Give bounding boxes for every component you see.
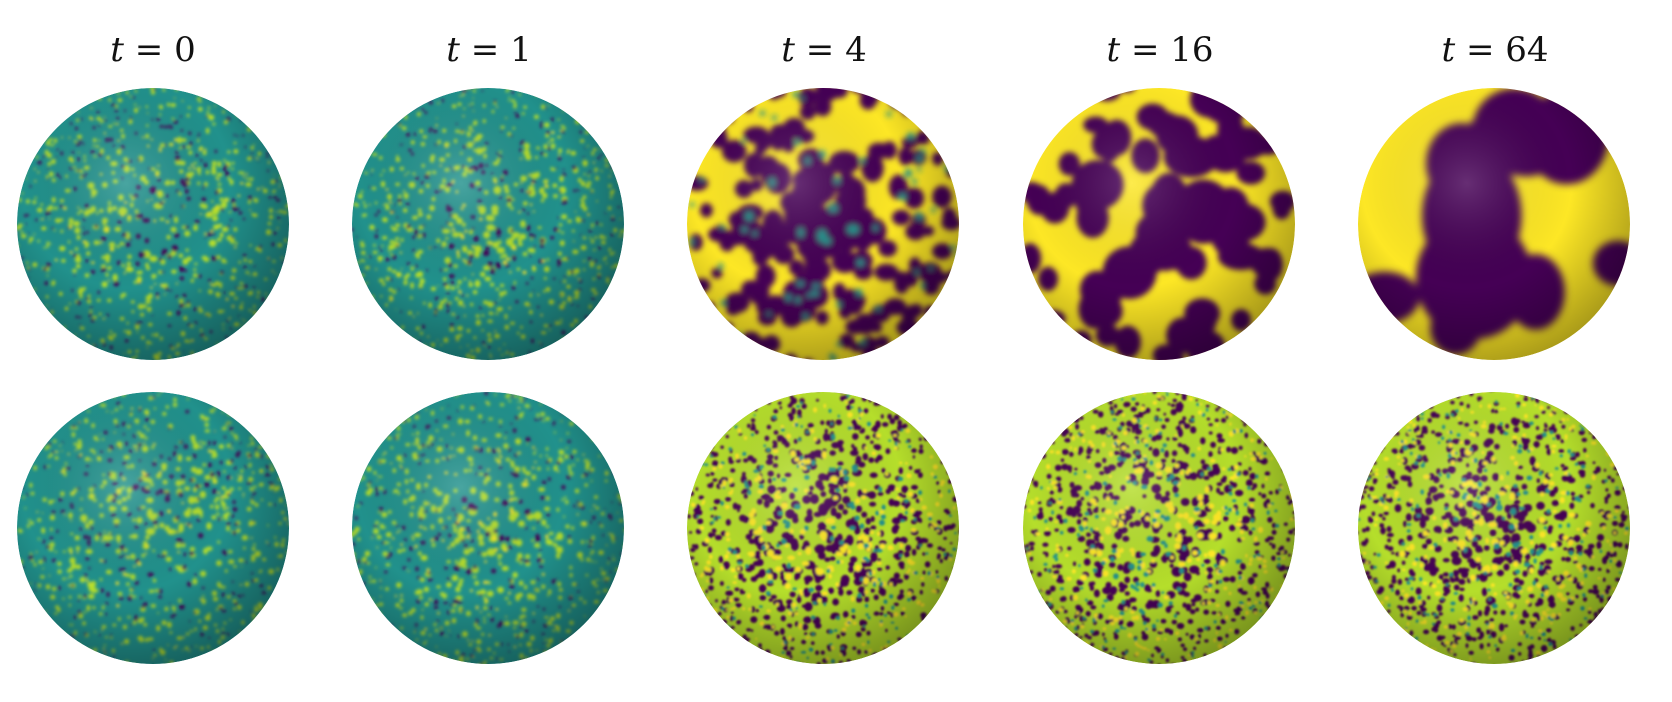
sphere-t1-top (352, 88, 624, 360)
sphere-t16-bottom (1023, 392, 1295, 664)
column-title-t1: t = 1 (446, 30, 532, 70)
sphere-t64-top (1358, 88, 1630, 360)
column-title-t0: t = 0 (110, 30, 196, 70)
sphere-t0-bottom (17, 392, 289, 664)
sphere-t64-bottom (1358, 392, 1630, 664)
column-title-t4: t = 4 (781, 30, 867, 70)
sphere-t1-bottom (352, 392, 624, 664)
sphere-t0-top (17, 88, 289, 360)
column-title-t64: t = 64 (1441, 30, 1549, 70)
sphere-t4-bottom (687, 392, 959, 664)
column-title-t16: t = 16 (1106, 30, 1214, 70)
sphere-t4-top (687, 88, 959, 360)
sphere-t16-top (1023, 88, 1295, 360)
